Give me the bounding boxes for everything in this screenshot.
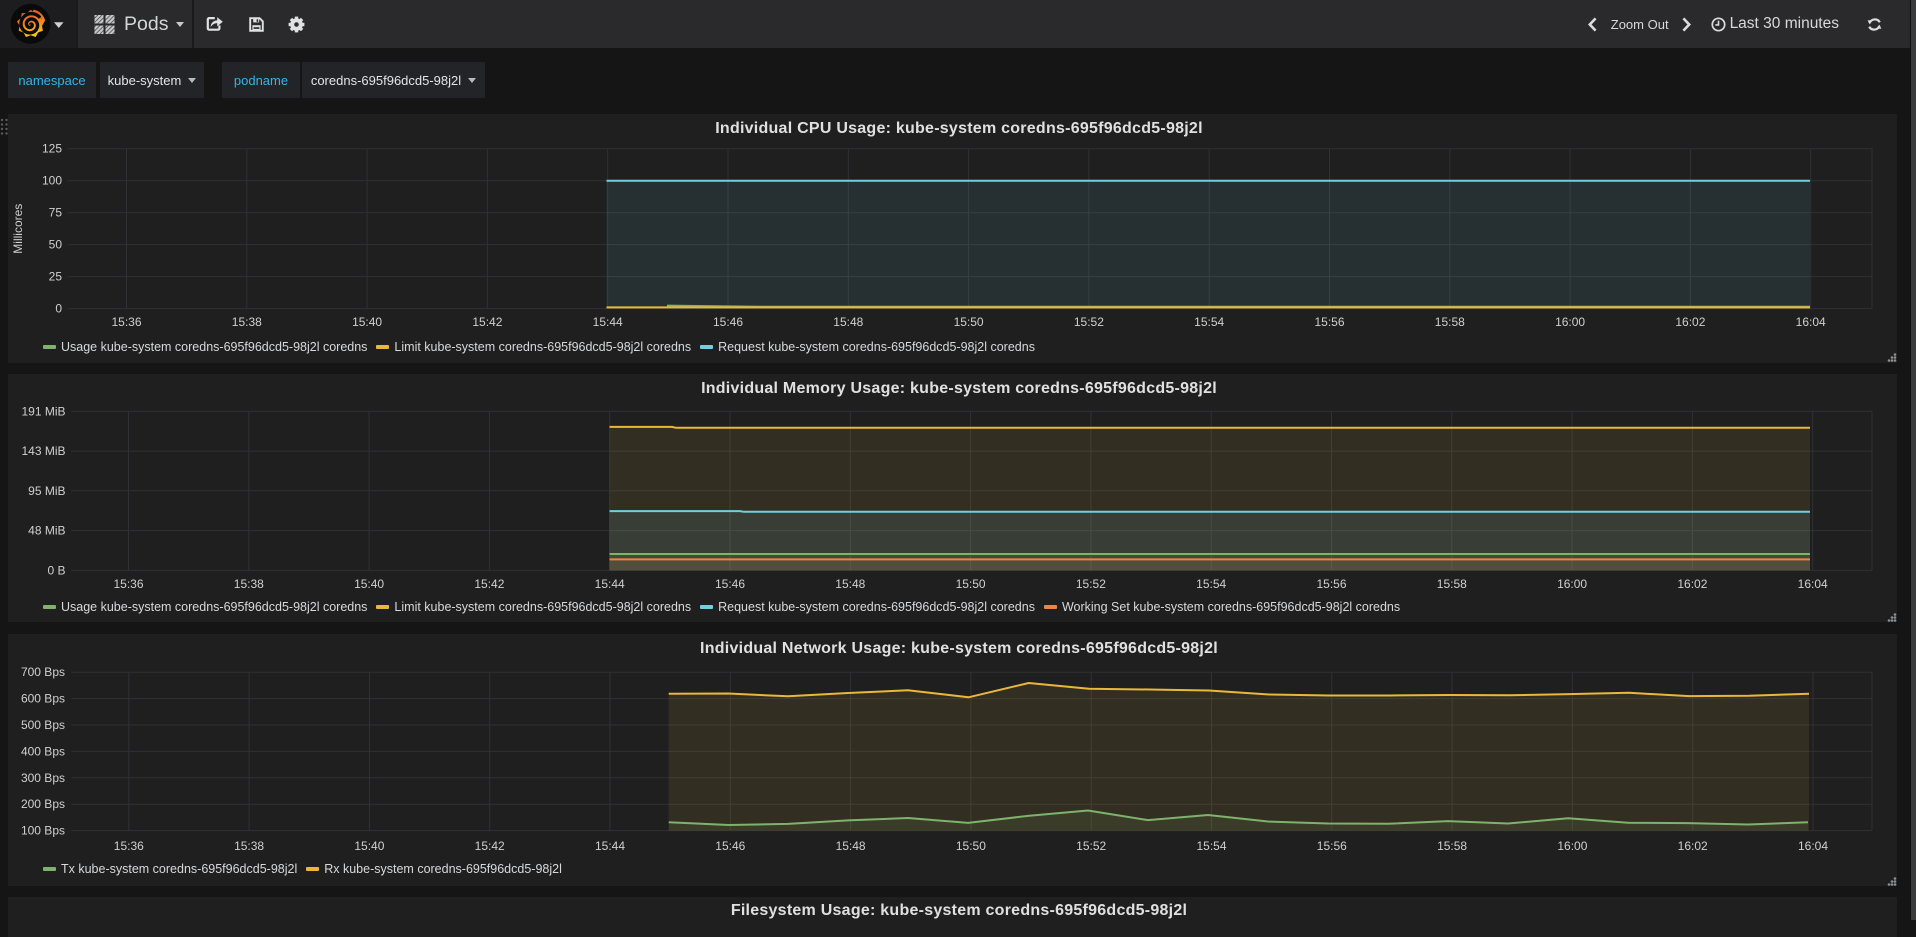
svg-text:15:50: 15:50 [954,315,984,329]
svg-text:25: 25 [49,270,63,284]
svg-text:15:38: 15:38 [234,576,264,590]
svg-text:600 Bps: 600 Bps [21,691,65,705]
svg-text:15:48: 15:48 [833,315,863,329]
svg-text:500 Bps: 500 Bps [21,718,65,732]
svg-text:0: 0 [55,302,62,316]
svg-text:15:50: 15:50 [956,838,986,852]
svg-text:400 Bps: 400 Bps [21,744,65,758]
svg-text:16:02: 16:02 [1677,576,1707,590]
svg-text:15:40: 15:40 [354,838,384,852]
svg-text:16:00: 16:00 [1555,315,1585,329]
svg-text:100 Bps: 100 Bps [21,823,65,837]
svg-text:15:42: 15:42 [472,315,502,329]
svg-text:15:40: 15:40 [354,576,384,590]
svg-text:16:04: 16:04 [1796,315,1826,329]
svg-text:15:36: 15:36 [113,576,143,590]
svg-text:16:04: 16:04 [1798,576,1828,590]
svg-text:15:44: 15:44 [595,838,625,852]
svg-text:15:56: 15:56 [1314,315,1344,329]
svg-text:48 MiB: 48 MiB [28,523,65,537]
svg-text:50: 50 [49,238,63,252]
svg-text:0 B: 0 B [47,563,65,577]
svg-text:15:46: 15:46 [715,838,745,852]
svg-text:700 Bps: 700 Bps [21,665,65,679]
svg-text:15:58: 15:58 [1437,576,1467,590]
svg-text:15:48: 15:48 [836,838,866,852]
svg-text:143 MiB: 143 MiB [21,444,65,458]
svg-text:125: 125 [42,142,62,156]
svg-text:15:50: 15:50 [956,576,986,590]
svg-text:16:00: 16:00 [1557,838,1587,852]
svg-text:16:02: 16:02 [1675,315,1705,329]
svg-text:15:52: 15:52 [1076,576,1106,590]
svg-text:15:54: 15:54 [1194,315,1224,329]
svg-text:15:54: 15:54 [1196,576,1226,590]
svg-text:15:56: 15:56 [1316,576,1346,590]
svg-text:200 Bps: 200 Bps [21,797,65,811]
svg-text:15:44: 15:44 [595,576,625,590]
svg-text:191 MiB: 191 MiB [21,404,65,418]
svg-text:15:46: 15:46 [715,576,745,590]
svg-text:15:56: 15:56 [1317,838,1347,852]
svg-text:15:58: 15:58 [1437,838,1467,852]
svg-text:15:42: 15:42 [474,576,504,590]
svg-text:16:04: 16:04 [1798,838,1828,852]
svg-text:15:36: 15:36 [114,838,144,852]
svg-text:15:36: 15:36 [111,315,141,329]
svg-text:15:54: 15:54 [1196,838,1226,852]
svg-text:95 MiB: 95 MiB [28,483,65,497]
svg-text:15:38: 15:38 [234,838,264,852]
svg-text:Millicores: Millicores [11,204,25,254]
svg-text:15:52: 15:52 [1076,838,1106,852]
svg-text:15:52: 15:52 [1074,315,1104,329]
svg-text:15:44: 15:44 [593,315,623,329]
svg-text:300 Bps: 300 Bps [21,770,65,784]
svg-text:15:48: 15:48 [835,576,865,590]
svg-text:15:46: 15:46 [713,315,743,329]
svg-text:15:40: 15:40 [352,315,382,329]
svg-text:16:00: 16:00 [1557,576,1587,590]
svg-text:16:02: 16:02 [1678,838,1708,852]
svg-text:15:42: 15:42 [475,838,505,852]
svg-text:15:38: 15:38 [232,315,262,329]
svg-text:15:58: 15:58 [1435,315,1465,329]
svg-text:100: 100 [42,174,62,188]
svg-text:75: 75 [49,206,63,220]
